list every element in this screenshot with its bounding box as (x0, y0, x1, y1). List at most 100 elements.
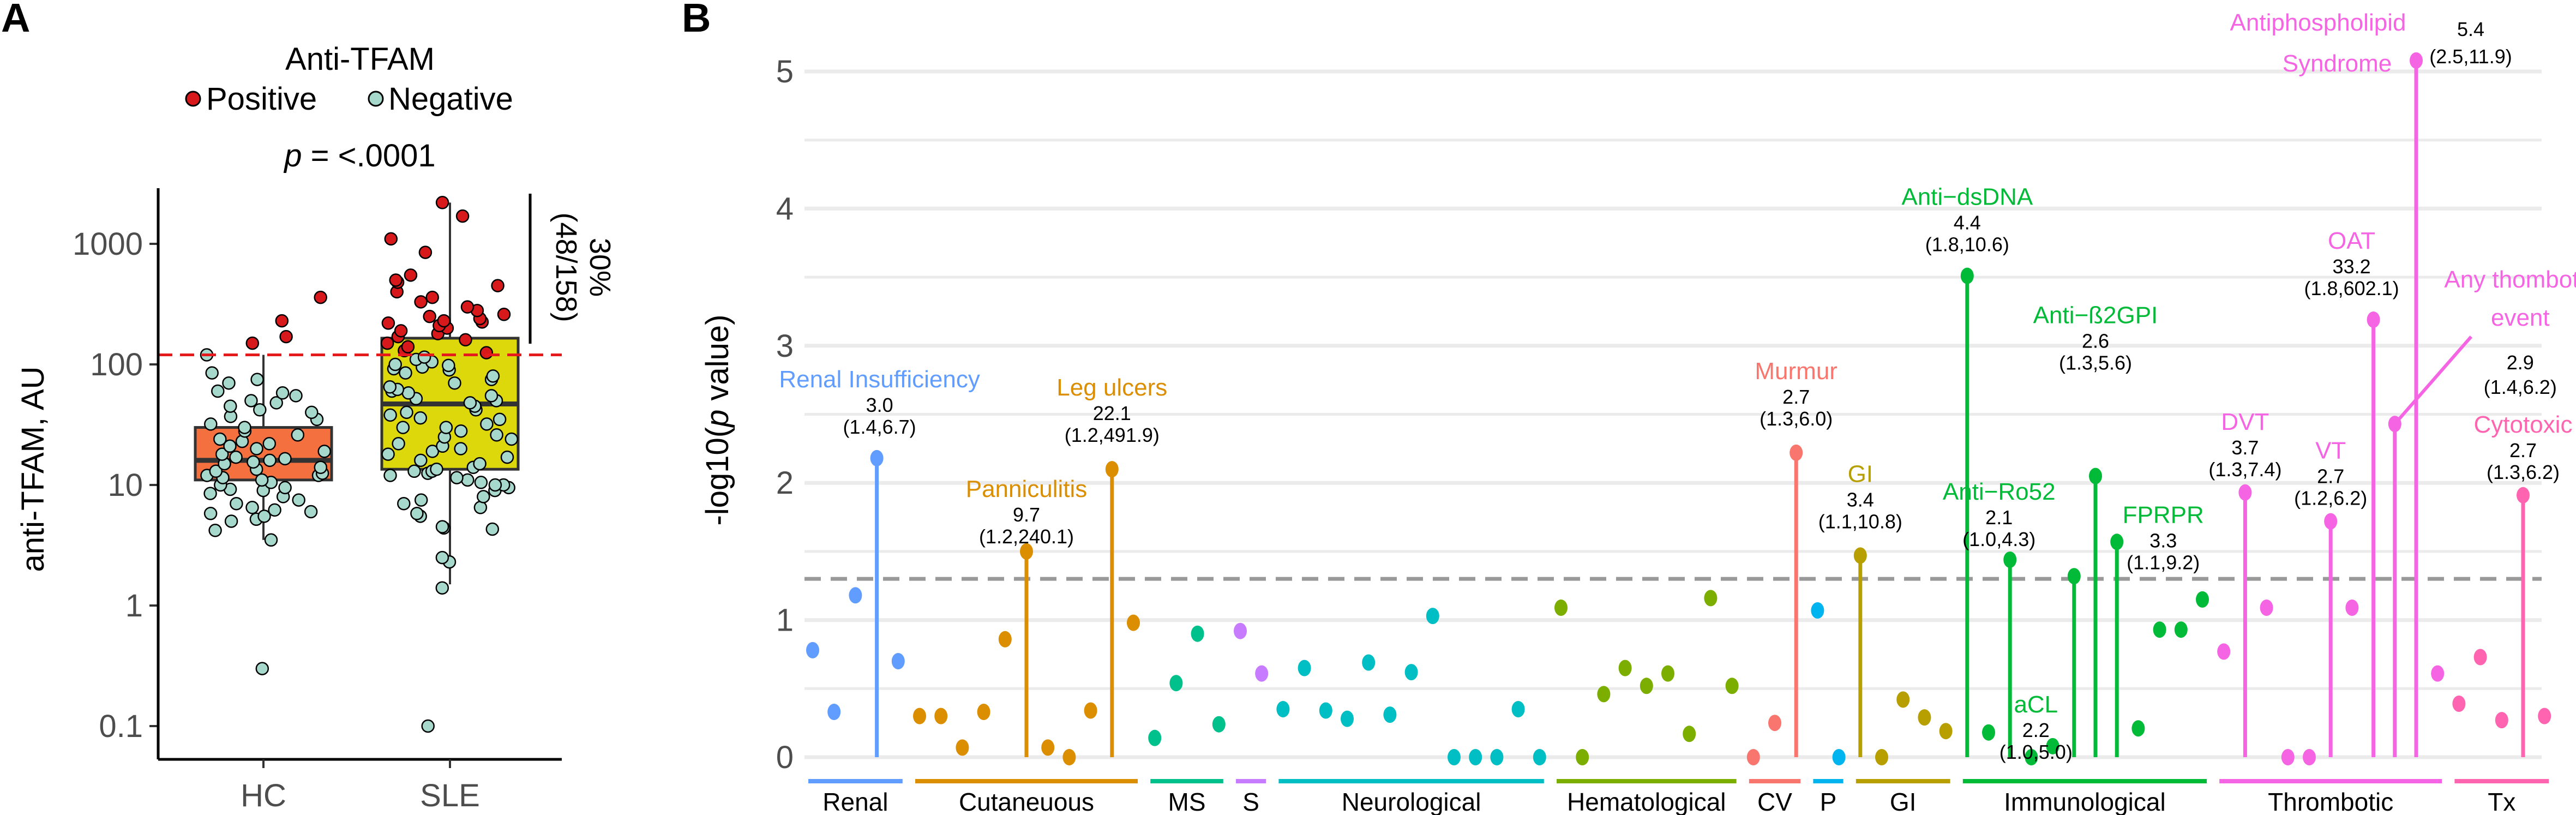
stem-label-ci: (1.3,6.2) (2487, 461, 2560, 483)
point-negative (250, 442, 263, 456)
point-positive (423, 309, 436, 323)
point-negative (454, 424, 468, 438)
feature-point (1298, 660, 1311, 676)
panel-b-stems (875, 60, 2525, 757)
stem-label-ci: (1.1,9.2) (2127, 551, 2200, 573)
category-label: Immunological (2004, 788, 2166, 815)
panel-a-boxes (194, 202, 520, 585)
point-negative (435, 550, 449, 565)
legend-positive-label: Positive (206, 81, 317, 117)
stem-label-ci: (1.2,491.9) (1065, 424, 1160, 446)
legend: Positive Negative (185, 81, 513, 117)
feature-point (1746, 749, 1760, 765)
point-positive (437, 314, 451, 328)
stem-label-name: Cytotoxic (2474, 411, 2573, 438)
stem-label-ci: (1.2,6.2) (2294, 487, 2367, 510)
point-negative (417, 350, 431, 364)
category-label: CV (1757, 788, 1792, 815)
point-negative (263, 453, 277, 468)
feature-point (956, 739, 969, 756)
y-tick-label: 100 (90, 347, 143, 382)
point-negative (463, 396, 477, 410)
point-negative (473, 457, 487, 471)
feature-point (2281, 749, 2295, 765)
feature-point (806, 642, 819, 658)
point-negative (442, 358, 455, 373)
lollipop-head (2089, 468, 2102, 484)
point-negative (224, 514, 238, 528)
point-negative (473, 501, 488, 514)
category-label: Neurological (1342, 788, 1481, 815)
point-negative (253, 403, 267, 417)
panel-b-points (806, 52, 2551, 765)
feature-point (1062, 749, 1076, 765)
y-title-p: p (700, 410, 735, 428)
feature-point (1448, 749, 1461, 765)
panel-b-letter: B (682, 0, 711, 40)
feature-point (1255, 665, 1269, 682)
stem-label-name: GI (1848, 460, 1873, 487)
feature-point (1939, 723, 1953, 740)
stem-label-name: OAT (2328, 227, 2375, 254)
feature-point (1341, 710, 1354, 727)
point-negative (250, 373, 264, 386)
point-positive (394, 324, 408, 338)
point-positive (245, 336, 260, 350)
point-positive (497, 308, 511, 321)
point-negative (485, 522, 500, 536)
category-label: Tx (2488, 788, 2515, 815)
feature-point (1576, 749, 1589, 765)
feature-point (1704, 590, 1718, 607)
point-negative (238, 421, 251, 434)
lollipop-head (1960, 267, 1974, 284)
stem-label-odds-ratio: 2.7 (2317, 465, 2344, 488)
point-negative (211, 384, 225, 398)
point-negative (208, 524, 222, 537)
feature-point (2046, 738, 2059, 754)
point-negative (257, 510, 271, 523)
point-negative (230, 496, 243, 511)
y-tick-label: 1000 (73, 226, 143, 262)
lollipop-head (2324, 513, 2338, 530)
point-negative (209, 464, 223, 478)
point-negative (203, 487, 217, 500)
point-negative (493, 412, 507, 427)
y-tick-label: 0 (776, 740, 794, 775)
stem-label-name: Anti−dsDNA (1901, 184, 2033, 211)
point-negative (477, 490, 490, 504)
feature-point (2196, 591, 2209, 608)
lollipop-head (2517, 487, 2530, 504)
feature-point (1982, 724, 1995, 741)
point-negative (317, 445, 331, 458)
point-negative (435, 581, 449, 595)
feature-point (2260, 600, 2273, 616)
point-positive (425, 290, 439, 304)
feature-point (1597, 686, 1611, 703)
lollipop-head (2410, 52, 2423, 69)
point-negative (268, 503, 281, 517)
feature-point (1362, 654, 1376, 671)
legend-title: Anti-TFAM (285, 41, 435, 77)
category-label: Thrombotic (2268, 788, 2393, 815)
feature-point (934, 708, 948, 724)
point-negative (383, 380, 397, 394)
point-negative (291, 428, 305, 442)
p-value: p = <.0001 (283, 138, 435, 173)
y-title-suffix: value) (700, 315, 735, 410)
point-negative (224, 399, 237, 413)
point-negative (245, 501, 259, 514)
panel-b-category-axis: Renal Cutaneuous MS S Neurological Hematologi… (808, 779, 2549, 815)
stem-label-odds-ratio: 3.7 (2231, 436, 2259, 459)
stem-label-name: Antiphospholipid (2230, 9, 2406, 36)
point-negative (383, 469, 397, 482)
stem-label-odds-ratio: 2.2 (2022, 719, 2050, 741)
y-tick-label: 0.1 (99, 709, 143, 744)
legend-negative-marker (368, 91, 384, 107)
point-positive (491, 279, 505, 292)
point-negative (247, 455, 260, 469)
feature-point (1212, 716, 1226, 733)
point-negative (215, 447, 229, 461)
feature-point (1084, 702, 1097, 719)
legend-positive-marker (185, 91, 201, 107)
